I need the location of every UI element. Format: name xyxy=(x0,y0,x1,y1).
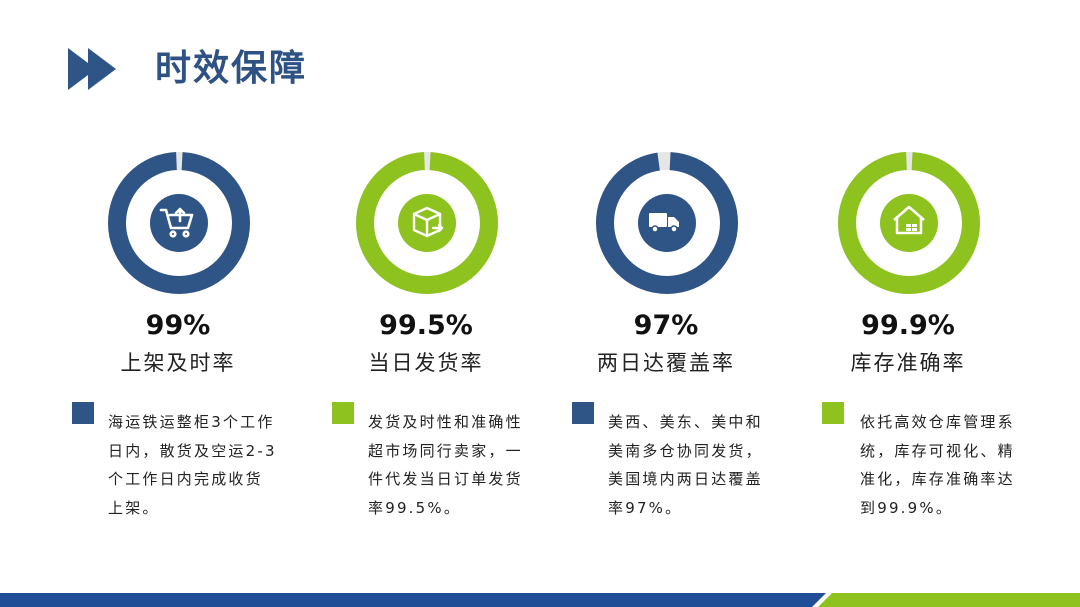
metric-description: 依托高效仓库管理系统，库存可视化、精准化，库存准确率达到99.9%。 xyxy=(860,413,1015,517)
bullet-square xyxy=(822,402,844,424)
warehouse-icon xyxy=(893,205,925,235)
bullet-square xyxy=(572,402,594,424)
progress-ring xyxy=(838,152,980,294)
metric-description: 美西、美东、美中和美南多仓协同发货，美国境内两日达覆盖率97%。 xyxy=(608,413,763,517)
progress-ring xyxy=(596,152,738,294)
metric-description: 海运铁运整柜3个工作日内，散货及空运2-3个工作日内完成收货上架。 xyxy=(108,413,277,517)
metric-card-shelving: 99% 上架及时率 海运铁运整柜3个工作日内，散货及空运2-3个工作日内完成收货… xyxy=(58,150,298,550)
bullet-square xyxy=(72,402,94,424)
bullet-square xyxy=(332,402,354,424)
shopping-cart-icon xyxy=(159,207,194,238)
metric-label: 两日达覆盖率 xyxy=(597,351,735,375)
page-title: 时效保障 xyxy=(155,48,308,89)
progress-ring xyxy=(356,152,498,294)
metric-card-inventory-accuracy: 99.9% 库存准确率 依托高效仓库管理系统，库存可视化、精准化，库存准确率达到… xyxy=(788,150,1028,550)
package-box-icon xyxy=(412,206,444,238)
metric-percent: 99% xyxy=(145,310,211,341)
metric-card-same-day-shipping: 99.5% 当日发货率 发货及时性和准确性超市场同行卖家，一件代发当日订单发货率… xyxy=(306,150,546,550)
progress-ring xyxy=(108,152,250,294)
metric-label: 库存准确率 xyxy=(850,351,966,375)
title-arrow-icon xyxy=(68,48,116,90)
delivery-truck-icon xyxy=(649,213,679,233)
metric-card-two-day-coverage: 97% 两日达覆盖率 美西、美东、美中和美南多仓协同发货，美国境内两日达覆盖率9… xyxy=(546,150,786,550)
metric-label: 上架及时率 xyxy=(120,351,236,375)
metric-label: 当日发货率 xyxy=(368,351,484,375)
footer-bar xyxy=(0,593,1080,607)
metric-description: 发货及时性和准确性超市场同行卖家，一件代发当日订单发货率99.5%。 xyxy=(368,413,523,517)
metric-percent: 99.9% xyxy=(861,310,955,341)
metric-percent: 97% xyxy=(633,310,699,341)
metric-percent: 99.5% xyxy=(379,310,473,341)
